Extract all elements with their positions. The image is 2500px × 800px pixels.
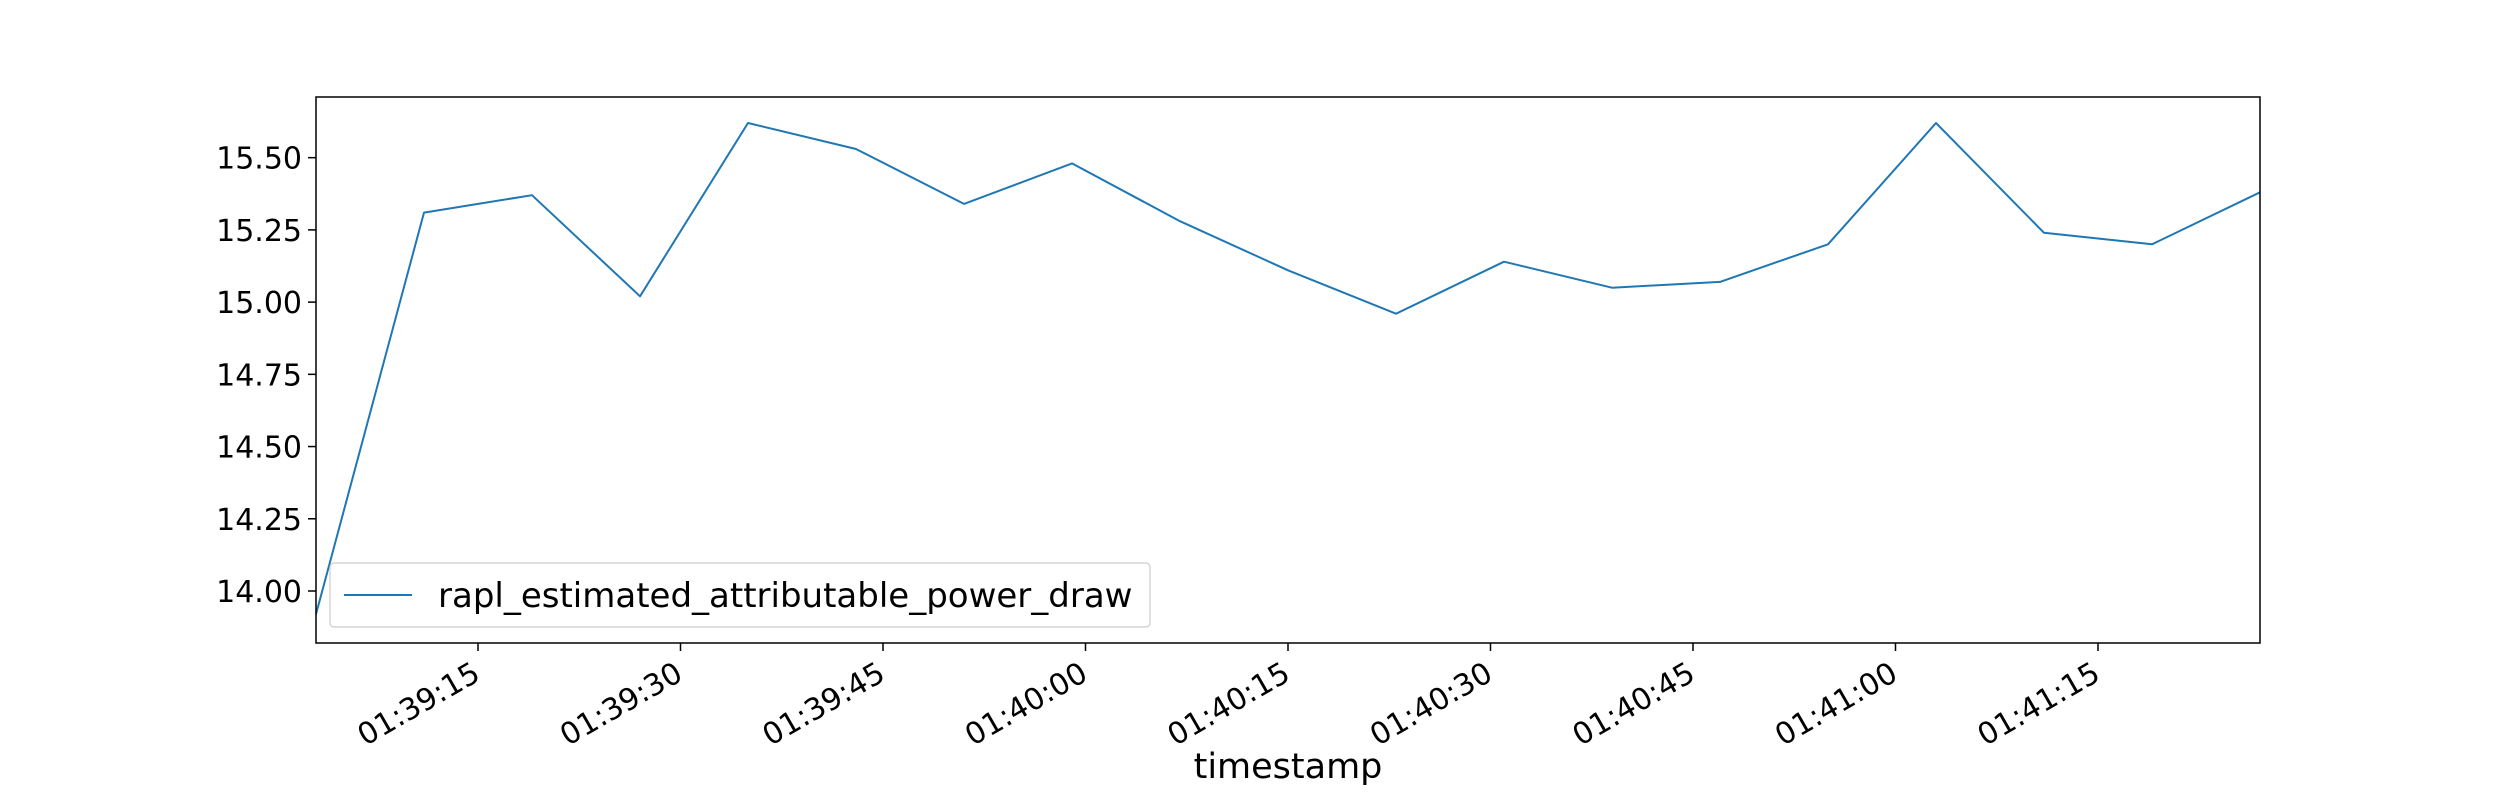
- y-tick-label: 14.50: [216, 431, 302, 466]
- y-tick-label: 14.25: [216, 503, 302, 538]
- x-tick-label: 01:40:15: [1162, 656, 1296, 754]
- x-tick-label: 01:39:45: [757, 656, 891, 754]
- x-tick-label: 01:41:00: [1769, 656, 1903, 754]
- x-tick-label: 01:41:15: [1972, 656, 2106, 754]
- x-tick-label: 01:39:30: [554, 656, 688, 754]
- series-line-0: [315, 122, 2261, 615]
- plot-area: [315, 96, 2261, 644]
- x-tick-label: 01:39:15: [352, 656, 486, 754]
- y-tick-label: 15.25: [216, 214, 302, 249]
- legend-label: rapl_estimated_attributable_power_draw: [438, 576, 1133, 616]
- x-tick-label: 01:40:30: [1364, 656, 1498, 754]
- y-tick-label: 15.50: [216, 142, 302, 177]
- x-tick-label: 01:40:45: [1567, 656, 1701, 754]
- x-axis: 01:39:15 01:39:30 01:39:45 01:40:00 01:40:15…: [352, 643, 2106, 753]
- legend-box: [329, 562, 1151, 628]
- y-tick-label: 15.00: [216, 286, 302, 321]
- y-tick-label: 14.75: [216, 358, 302, 393]
- plot-frame: [315, 96, 2261, 644]
- x-axis-label: timestamp: [1194, 747, 1383, 787]
- y-axis: 14.00 14.25 14.50 14.75 15.00 15.25 15.50: [216, 142, 316, 610]
- y-tick-label: 14.00: [216, 575, 302, 610]
- x-tick-label: 01:40:00: [959, 656, 1093, 754]
- legend: rapl_estimated_attributable_power_draw: [329, 562, 1151, 628]
